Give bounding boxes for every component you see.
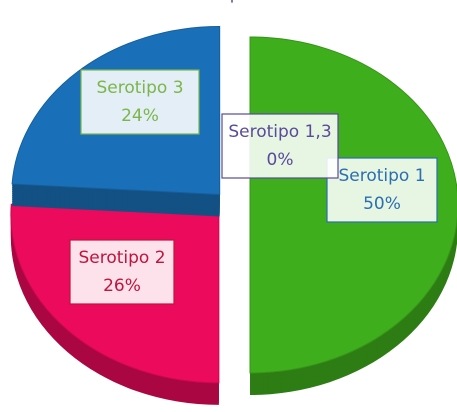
category-label: Serotipo 1,3	[228, 122, 331, 142]
data-label-box	[221, 113, 339, 179]
data-label: 0%	[267, 150, 294, 170]
data-label: 26%	[103, 276, 141, 296]
category-label: Serotipo 2	[78, 248, 165, 268]
data-label: 50%	[363, 194, 401, 214]
data-label-box	[80, 69, 200, 135]
data-label-box	[326, 157, 438, 223]
data-label-box	[69, 239, 175, 305]
category-label: Serotipo 1	[338, 166, 425, 186]
data-label: 24%	[121, 106, 159, 126]
category-label: Serotipo 3	[96, 78, 183, 98]
